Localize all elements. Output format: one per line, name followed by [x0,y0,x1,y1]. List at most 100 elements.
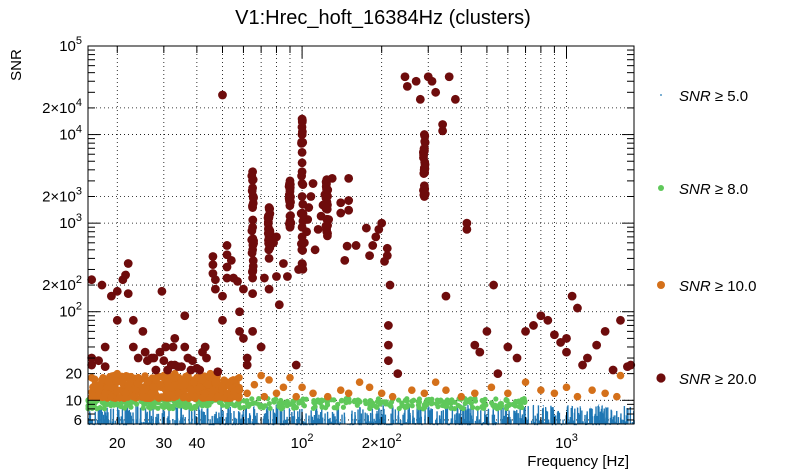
point-snr-20 [264,284,274,294]
point-snr-20 [336,198,346,208]
point-snr-10 [257,371,265,380]
point-snr-5 [507,414,510,424]
point-snr-5 [584,414,586,424]
point-snr-8 [284,403,291,409]
point-snr-5 [341,414,343,424]
point-snr-5 [216,406,219,409]
point-snr-5 [400,423,402,426]
point-snr-5 [338,423,341,426]
point-snr-5 [107,412,109,424]
point-snr-20 [382,251,392,261]
point-snr-20 [298,246,308,255]
point-snr-5 [529,400,532,403]
point-snr-5 [412,410,414,424]
point-snr-5 [606,403,609,406]
point-snr-8 [256,396,262,402]
point-snr-10 [260,392,269,401]
point-snr-5 [597,422,599,424]
point-snr-10 [209,386,217,395]
point-snr-5 [476,422,478,424]
point-snr-5 [366,413,368,424]
point-snr-5 [519,406,521,424]
x-tick-label: 20 [109,435,126,452]
point-snr-5 [379,416,382,424]
point-snr-10 [91,380,99,389]
point-snr-20 [285,179,295,189]
point-snr-20 [242,360,252,370]
point-snr-5 [559,419,561,424]
point-snr-20 [383,321,393,330]
point-snr-5 [591,416,594,424]
point-snr-20 [297,192,307,201]
point-snr-5 [544,414,547,424]
point-snr-20 [188,356,197,366]
point-snr-5 [220,410,223,424]
point-snr-5 [98,405,101,424]
point-snr-5 [143,421,145,424]
point-snr-20 [489,280,498,290]
point-snr-8 [396,405,402,412]
point-snr-5 [627,408,629,424]
point-snr-20 [128,342,138,352]
point-snr-20 [208,252,218,261]
point-snr-10 [121,389,130,398]
point-snr-5 [127,410,130,424]
point-snr-5 [209,419,211,424]
point-snr-20 [297,147,307,157]
point-snr-20 [578,360,587,370]
point-snr-5 [263,413,266,424]
point-snr-5 [125,424,128,426]
point-snr-5 [546,406,549,409]
point-snr-5 [604,421,606,424]
point-snr-5 [542,405,544,424]
point-snr-5 [331,411,334,424]
point-snr-5 [550,417,552,424]
point-snr-5 [321,409,323,424]
point-snr-5 [120,416,123,424]
point-snr-5 [554,406,557,409]
point-snr-5 [429,406,432,409]
point-snr-10 [537,386,545,395]
point-snr-5 [320,422,322,424]
point-snr-10 [298,383,306,392]
point-snr-8 [354,400,361,406]
point-snr-20 [361,223,371,233]
point-snr-5 [576,405,580,408]
y-tick-label: 2×104 [42,97,82,117]
point-snr-5 [277,406,279,424]
point-snr-5 [466,409,469,424]
point-snr-10 [265,376,273,384]
point-snr-5 [328,418,330,424]
point-snr-5 [288,408,291,424]
point-snr-5 [602,414,604,424]
point-snr-5 [376,410,378,424]
point-snr-5 [547,419,550,424]
point-snr-8 [504,397,510,404]
point-snr-5 [276,422,279,424]
point-snr-5 [334,416,336,424]
point-snr-10 [134,373,143,382]
point-snr-20 [297,158,307,168]
point-snr-5 [463,404,465,424]
point-snr-5 [392,422,394,424]
point-snr-5 [405,422,407,424]
point-snr-5 [304,422,306,424]
point-snr-20 [218,90,227,100]
point-snr-20 [371,232,381,242]
point-snr-5 [522,419,524,424]
point-snr-20 [138,326,148,336]
point-snr-20 [427,76,437,86]
point-snr-5 [155,423,158,426]
point-snr-20 [462,225,472,234]
point-snr-8 [159,402,165,409]
point-snr-8 [249,396,255,402]
point-snr-8 [284,398,290,404]
point-snr-5 [596,415,598,424]
point-snr-5 [591,401,595,405]
point-snr-5 [256,412,258,424]
point-snr-8 [438,397,444,403]
point-snr-5 [262,418,265,424]
point-snr-20 [218,291,227,301]
point-snr-5 [571,403,574,407]
point-snr-5 [224,423,226,426]
